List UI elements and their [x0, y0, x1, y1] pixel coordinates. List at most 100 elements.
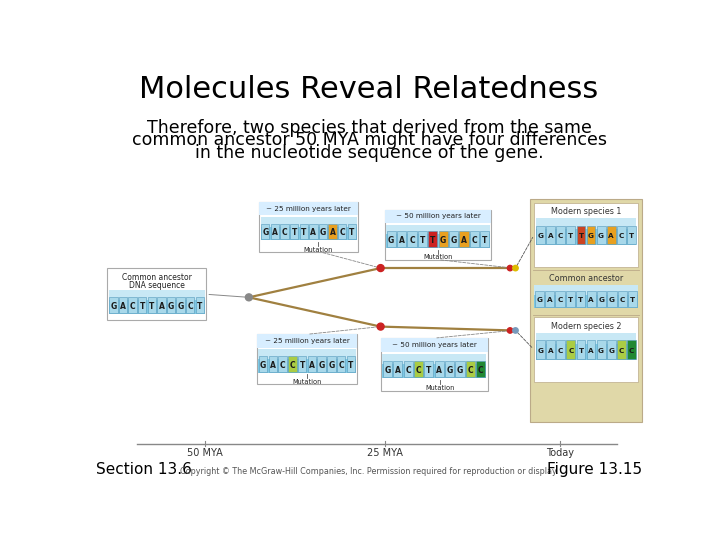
FancyBboxPatch shape — [256, 334, 357, 384]
Text: Figure 13.15: Figure 13.15 — [546, 462, 642, 477]
Text: Molecules Reveal Relatedness: Molecules Reveal Relatedness — [140, 75, 598, 104]
Bar — [319, 224, 327, 240]
Bar — [555, 292, 564, 307]
Text: G: G — [318, 361, 325, 369]
Bar — [535, 292, 544, 307]
Bar — [328, 224, 337, 240]
Text: T: T — [149, 302, 155, 310]
Text: A: A — [120, 302, 126, 310]
FancyBboxPatch shape — [534, 318, 638, 382]
Text: G: G — [536, 298, 542, 303]
Bar — [119, 296, 127, 313]
Text: Mutation: Mutation — [426, 384, 455, 390]
Text: C: C — [618, 348, 624, 354]
Bar — [384, 210, 492, 223]
Text: Modern species 1: Modern species 1 — [551, 207, 621, 217]
Bar — [546, 340, 555, 359]
Text: Today: Today — [546, 448, 575, 458]
Text: G: G — [446, 366, 453, 375]
Bar — [618, 292, 627, 307]
Text: C: C — [568, 348, 574, 354]
Bar — [627, 340, 636, 359]
Text: Mutation: Mutation — [303, 247, 333, 253]
Bar — [300, 224, 308, 240]
Text: C: C — [289, 361, 295, 369]
Text: G: G — [588, 233, 594, 239]
Text: T: T — [578, 348, 583, 354]
Bar — [138, 296, 146, 313]
Bar — [557, 340, 565, 359]
Text: Common ancestor: Common ancestor — [549, 274, 623, 284]
Text: G: G — [320, 228, 326, 237]
FancyBboxPatch shape — [384, 210, 492, 260]
Text: C: C — [280, 361, 285, 369]
Bar — [587, 292, 595, 307]
Bar — [469, 231, 479, 247]
Bar — [347, 356, 355, 372]
Bar — [577, 226, 585, 244]
Bar — [109, 296, 117, 313]
Text: A: A — [270, 361, 276, 369]
Text: G: G — [608, 348, 614, 354]
FancyBboxPatch shape — [530, 199, 642, 422]
Text: Mutation: Mutation — [423, 254, 453, 260]
Text: A: A — [588, 348, 594, 354]
Bar — [318, 356, 326, 372]
Text: ~ 50 million years later: ~ 50 million years later — [392, 342, 477, 348]
Text: T: T — [349, 228, 354, 237]
Text: G: G — [538, 233, 544, 239]
Text: G: G — [440, 236, 446, 245]
Bar — [466, 361, 475, 377]
Bar — [536, 226, 545, 244]
Bar — [383, 361, 392, 377]
Text: 25 MYA: 25 MYA — [366, 448, 402, 458]
Text: T: T — [348, 361, 354, 369]
Text: T: T — [630, 298, 635, 303]
Bar — [271, 224, 279, 240]
Text: C: C — [467, 366, 473, 375]
Text: A: A — [548, 348, 554, 354]
Bar — [307, 356, 316, 372]
Bar — [536, 218, 636, 230]
Bar — [109, 289, 204, 314]
Bar — [449, 231, 458, 247]
Bar — [438, 231, 448, 247]
Text: 50 MYA: 50 MYA — [186, 448, 222, 458]
Circle shape — [513, 328, 518, 333]
Text: C: C — [558, 348, 564, 354]
Text: A: A — [547, 298, 552, 303]
Text: ~ 25 million years later: ~ 25 million years later — [266, 206, 351, 212]
Bar — [428, 231, 437, 247]
Text: C: C — [409, 236, 415, 245]
Circle shape — [246, 294, 253, 301]
Bar — [269, 356, 277, 372]
Bar — [587, 226, 595, 244]
Text: Mutation: Mutation — [292, 379, 322, 385]
Text: C: C — [415, 366, 421, 375]
Text: A: A — [461, 236, 467, 245]
Bar — [424, 361, 433, 377]
Bar — [258, 349, 356, 359]
Text: C: C — [282, 228, 287, 237]
Bar — [456, 361, 464, 377]
Text: Section 13.6: Section 13.6 — [96, 462, 192, 477]
Bar — [435, 361, 444, 377]
Text: Copyright © The McGraw-Hill Companies, Inc. Permission required for reproduction: Copyright © The McGraw-Hill Companies, I… — [180, 467, 558, 476]
Text: T: T — [578, 298, 583, 303]
Bar — [404, 361, 413, 377]
Circle shape — [377, 265, 384, 272]
Bar — [445, 361, 454, 377]
Bar — [567, 340, 575, 359]
Bar — [258, 356, 267, 372]
Text: T: T — [482, 236, 487, 245]
Bar — [288, 356, 297, 372]
Bar — [534, 285, 638, 295]
Text: G: G — [328, 361, 335, 369]
Bar — [167, 296, 175, 313]
Bar — [459, 231, 469, 247]
Text: T: T — [426, 366, 431, 375]
Text: Modern species 2: Modern species 2 — [551, 322, 621, 331]
Bar — [128, 296, 137, 313]
Text: ~ 25 million years later: ~ 25 million years later — [264, 338, 349, 344]
Bar — [607, 226, 616, 244]
